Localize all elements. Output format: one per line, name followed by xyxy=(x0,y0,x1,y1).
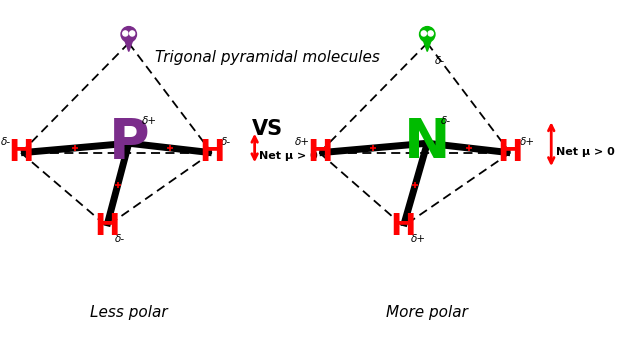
Text: Net μ > 0: Net μ > 0 xyxy=(259,151,318,161)
Text: H: H xyxy=(199,138,224,167)
Circle shape xyxy=(428,31,433,36)
Text: Less polar: Less polar xyxy=(90,305,167,319)
Text: H: H xyxy=(307,138,332,167)
Text: δ-: δ- xyxy=(1,137,11,147)
Text: N: N xyxy=(404,116,451,170)
Text: δ-: δ- xyxy=(115,234,125,244)
Text: δ-: δ- xyxy=(441,116,451,126)
Polygon shape xyxy=(422,37,432,52)
Ellipse shape xyxy=(420,27,435,42)
Circle shape xyxy=(421,31,427,36)
Text: δ+: δ+ xyxy=(520,137,535,147)
Text: VS: VS xyxy=(252,119,283,139)
Text: δ+: δ+ xyxy=(411,234,426,244)
Circle shape xyxy=(130,31,135,36)
Text: Trigonal pyramidal molecules: Trigonal pyramidal molecules xyxy=(154,50,379,65)
Text: H: H xyxy=(8,138,33,167)
Text: H: H xyxy=(391,212,416,241)
Circle shape xyxy=(123,31,128,36)
Text: δ+: δ+ xyxy=(142,116,157,126)
Text: Net μ > 0: Net μ > 0 xyxy=(556,147,615,157)
Polygon shape xyxy=(123,37,134,52)
Text: H: H xyxy=(497,138,523,167)
Ellipse shape xyxy=(121,27,136,42)
Text: δ-: δ- xyxy=(221,137,231,147)
Text: δ-: δ- xyxy=(435,56,445,66)
Text: P: P xyxy=(108,116,149,170)
Text: δ+: δ+ xyxy=(295,137,310,147)
Text: H: H xyxy=(94,212,120,241)
Text: More polar: More polar xyxy=(386,305,468,319)
